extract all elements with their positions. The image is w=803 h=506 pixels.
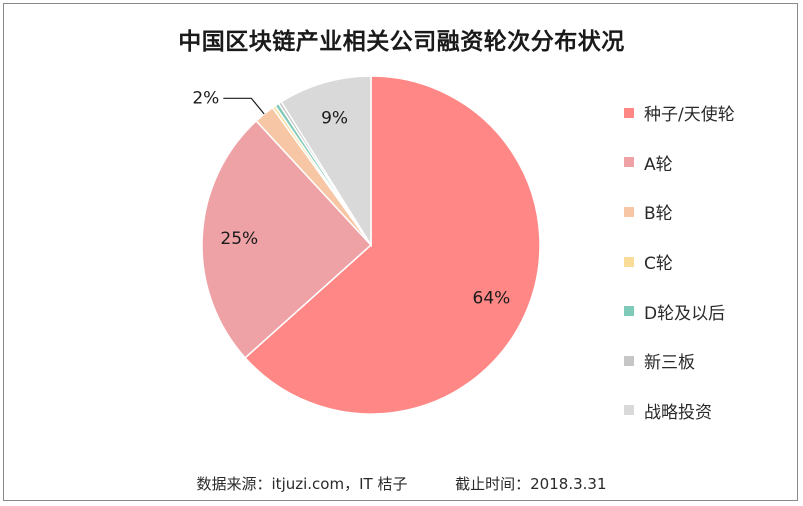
chart-title: 中国区块链产业相关公司融资轮次分布状况 [178,29,625,55]
pie-slices [201,75,541,415]
pie-slice-2 [201,119,373,359]
legend-swatch [624,405,634,416]
legend-item-1: 种子/天使轮 [624,88,735,138]
legend-swatch [624,355,634,366]
legend-swatch [624,157,634,168]
cutoff-date: 截止时间：2018.3.31 [455,475,607,493]
legend-label: 种子/天使轮 [644,105,735,126]
legend-item-4: C轮 [624,237,735,287]
data-label-1: 64% [473,289,511,309]
pie-slice-1 [244,75,541,415]
legend-item-5: D轮及以后 [624,286,735,336]
data-label-7: 9% [321,108,348,128]
legend-label: 战略投资 [644,402,712,423]
pie-data-labels: 64% 25% 2% 9% [192,88,510,308]
legend-item-2: A轮 [624,138,735,188]
legend-label: 新三板 [644,353,695,374]
data-label-3: 2% [192,88,219,108]
data-label-2: 25% [220,229,258,249]
source-note: 数据来源：itjuzi.com，IT 桔子 [196,475,408,493]
legend-swatch [624,107,634,118]
legend-item-7: 战略投资 [624,386,735,436]
legend-label: B轮 [644,204,673,225]
legend-label: D轮及以后 [644,303,726,324]
legend-swatch [624,256,634,267]
chart-legend: 种子/天使轮 A轮 B轮 C轮 D轮及以后新三板战略投资 [624,88,735,435]
pie-slice-7 [280,75,372,248]
legend-item-3: B轮 [624,187,735,237]
legend-label: A轮 [644,154,673,175]
legend-swatch [624,306,634,317]
legend-swatch [624,206,634,217]
leader-line-3 [223,97,265,115]
legend-label: C轮 [644,254,673,275]
legend-item-6: 新三板 [624,336,735,386]
chart-footer: 数据来源：itjuzi.com，IT 桔子 截止时间：2018.3.31 [0,473,803,494]
